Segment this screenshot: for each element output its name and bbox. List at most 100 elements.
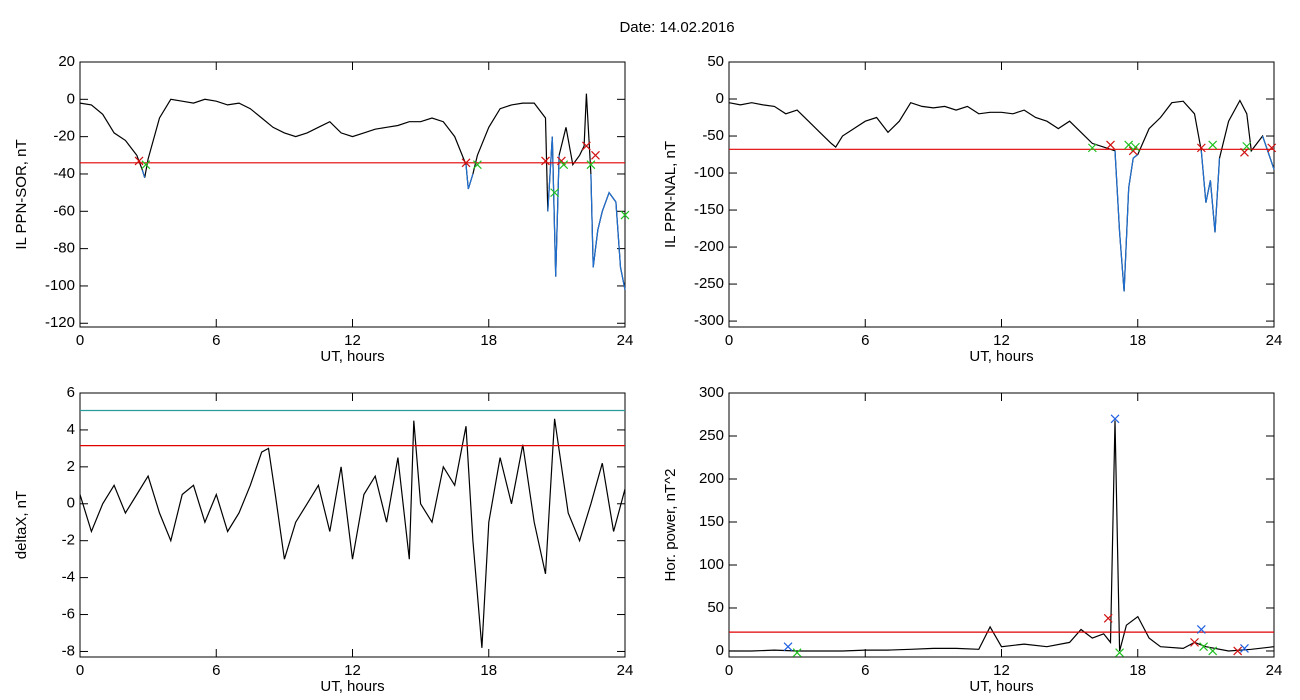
y-tick-label: -50 xyxy=(702,127,724,144)
x-axis-label: UT, hours xyxy=(320,678,384,695)
cross-marker xyxy=(541,156,550,166)
cross-marker xyxy=(586,160,596,170)
y-tick-label: 6 xyxy=(67,384,75,401)
x-tick-label: 0 xyxy=(76,662,84,679)
y-tick-label: -100 xyxy=(45,277,75,294)
y-tick-label: 200 xyxy=(699,470,724,487)
y-axis-label: IL PPN-SOR, nT xyxy=(13,139,30,249)
x-tick-label: 18 xyxy=(1129,332,1146,349)
cross-marker xyxy=(472,160,482,170)
y-tick-label: -150 xyxy=(694,201,724,218)
cross-marker xyxy=(1103,613,1113,623)
cross-marker xyxy=(550,188,560,198)
cross-marker xyxy=(559,160,569,170)
cross-marker xyxy=(134,156,144,166)
y-tick-label: -4 xyxy=(62,569,75,586)
y-tick-label: 0 xyxy=(716,642,724,659)
y-tick-label: 20 xyxy=(58,53,75,70)
y-tick-label: 4 xyxy=(67,421,75,438)
cross-marker xyxy=(1208,140,1218,150)
y-tick-label: 0 xyxy=(67,90,75,107)
y-tick-label: 50 xyxy=(707,599,724,616)
cross-marker xyxy=(1267,143,1277,153)
y-tick-label: -300 xyxy=(694,312,724,329)
cross-marker xyxy=(1233,646,1243,656)
x-tick-label: 12 xyxy=(993,662,1010,679)
y-tick-label: 100 xyxy=(699,556,724,573)
x-tick-label: 6 xyxy=(861,662,869,679)
y-tick-label: 50 xyxy=(707,53,724,70)
y-tick-label: 0 xyxy=(67,495,75,512)
cross-marker xyxy=(1110,414,1120,424)
x-tick-label: 18 xyxy=(480,332,497,349)
y-tick-label: -200 xyxy=(694,238,724,255)
x-tick-label: 0 xyxy=(725,662,733,679)
cross-marker xyxy=(1124,140,1134,150)
y-tick-label: 300 xyxy=(699,384,724,401)
x-tick-label: 6 xyxy=(212,332,220,349)
x-tick-label: 12 xyxy=(993,332,1010,349)
cross-marker xyxy=(1208,646,1218,656)
cross-marker xyxy=(1106,140,1115,150)
y-axis-label: Hor. power, nT^2 xyxy=(662,469,679,582)
y-tick-label: -120 xyxy=(45,314,75,331)
x-axis-label: UT, hours xyxy=(320,348,384,365)
x-tick-label: 12 xyxy=(344,662,361,679)
cross-marker xyxy=(1190,637,1199,647)
plot-frame xyxy=(728,392,1275,658)
plot-frame xyxy=(728,61,1275,328)
data-line xyxy=(79,418,626,648)
cross-marker xyxy=(1199,642,1209,652)
cross-marker xyxy=(1115,648,1125,658)
data-line xyxy=(141,136,626,290)
y-axis-label: IL PPN-NAL, nT xyxy=(662,141,679,248)
x-tick-label: 6 xyxy=(212,662,220,679)
cross-marker xyxy=(1196,625,1206,634)
plot-frame xyxy=(79,392,626,658)
cross-marker xyxy=(461,158,471,168)
cross-marker xyxy=(1131,142,1140,152)
y-tick-label: -60 xyxy=(53,202,75,219)
x-axis-label: UT, hours xyxy=(969,348,1033,365)
y-tick-label: -6 xyxy=(62,606,75,623)
y-tick-label: -100 xyxy=(694,164,724,181)
y-tick-label: 2 xyxy=(67,458,75,475)
y-tick-label: 0 xyxy=(716,90,724,107)
x-axis-label: UT, hours xyxy=(969,678,1033,695)
x-tick-label: 18 xyxy=(1129,662,1146,679)
cross-marker xyxy=(581,141,591,151)
plot-frame xyxy=(79,61,626,328)
cross-marker xyxy=(591,150,600,160)
cross-marker xyxy=(792,648,802,658)
data-line xyxy=(1114,135,1275,292)
x-tick-label: 24 xyxy=(617,662,634,679)
y-axis-label: deltaX, nT xyxy=(13,491,30,559)
cross-marker xyxy=(1196,143,1206,153)
cross-marker xyxy=(1240,643,1249,653)
cross-marker xyxy=(783,642,793,652)
x-tick-label: 24 xyxy=(1266,332,1283,349)
x-tick-label: 6 xyxy=(861,332,869,349)
data-line xyxy=(728,99,1275,292)
cross-marker xyxy=(141,160,151,170)
y-tick-label: -20 xyxy=(53,128,75,145)
data-line xyxy=(79,93,626,290)
x-tick-label: 24 xyxy=(617,332,634,349)
y-tick-label: 250 xyxy=(699,427,724,444)
x-tick-label: 18 xyxy=(480,662,497,679)
x-tick-label: 0 xyxy=(76,332,84,349)
x-tick-label: 24 xyxy=(1266,662,1283,679)
cross-marker xyxy=(1240,147,1249,157)
x-tick-label: 12 xyxy=(344,332,361,349)
data-line xyxy=(729,420,1275,652)
cross-marker xyxy=(620,210,630,220)
cross-marker xyxy=(1242,141,1252,151)
figure-title: Date: 14.02.2016 xyxy=(619,19,734,36)
cross-marker xyxy=(1087,143,1097,153)
y-tick-label: -2 xyxy=(62,532,75,549)
y-tick-label: 150 xyxy=(699,513,724,530)
x-tick-label: 0 xyxy=(725,332,733,349)
y-tick-label: -8 xyxy=(62,642,75,659)
